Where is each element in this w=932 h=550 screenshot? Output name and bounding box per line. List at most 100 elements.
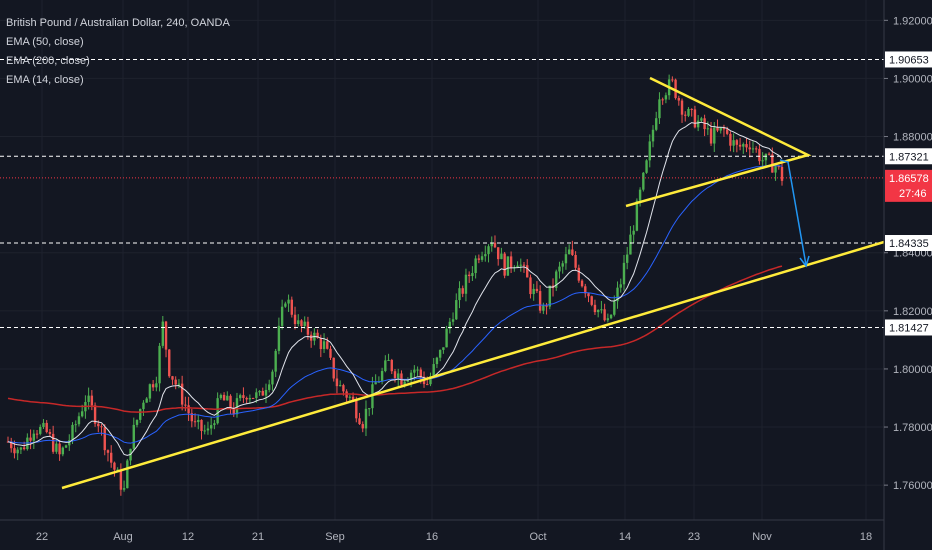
candle-body [651,129,655,142]
candle-body [338,385,342,387]
candle-body [577,267,581,281]
candle-body [761,160,764,162]
candle-body [361,424,364,429]
candle-body [493,242,497,248]
candle-body [645,160,648,173]
candle-body [177,383,181,385]
candle-body [74,424,77,426]
candle-body [477,258,481,260]
x-tick-label: 12 [182,531,194,543]
candle-body [532,288,535,295]
candle-body [277,325,281,351]
candle-body [529,277,532,295]
candle-body [248,397,252,400]
candle-body [509,256,513,268]
candle-body [687,108,690,116]
candle-body [590,296,593,305]
candle-body [413,369,416,373]
candle-body [564,254,568,264]
level-tag-label: 1.84335 [889,238,929,250]
candle-body [342,385,345,392]
candle-body [309,334,313,341]
candle-body [300,320,303,327]
candle-body [351,396,355,401]
candle-body [29,437,32,441]
candle-body [113,462,116,470]
candle-body [438,349,442,358]
candle-body [542,305,545,311]
candle-body [777,166,780,168]
candle-body [519,264,522,266]
y-tick-label: 1.78000 [893,422,932,434]
candle-body [358,418,361,425]
candle-body [442,347,445,350]
symbol-title: British Pound / Australian Dollar, 240, … [6,17,230,29]
candle-body [380,371,384,382]
candle-body [613,301,616,315]
candle-body [732,140,735,146]
candle-body [87,395,90,402]
candle-body [455,300,458,320]
candle-body [558,266,561,272]
ema50-line [7,164,783,444]
candle-body [268,384,271,390]
y-tick-label: 1.92000 [893,15,932,27]
candle-body [674,79,677,99]
candle-body [171,376,174,380]
candle-body [729,133,732,146]
candle-body [261,391,264,396]
candle-body [232,408,235,415]
candle-body [32,433,35,441]
candle-body [429,376,432,385]
x-tick-label: 22 [36,531,48,543]
candle-body [426,384,429,386]
candle-body [151,384,155,388]
level-tag-label: 1.90653 [889,54,929,66]
candle-body [774,166,777,173]
candle-body [693,109,697,128]
candle-body [696,120,700,128]
candle-body [755,148,758,150]
candle-body [555,271,558,288]
candle-body [293,314,297,325]
candle-body [61,447,65,455]
candle-body [742,144,745,147]
candle-body [122,488,126,490]
candle-body [474,258,477,274]
candle-body [39,426,42,434]
candle-body [751,148,755,150]
candle-body [500,253,503,260]
candle-body [632,230,635,235]
ema200-legend: EMA (200, close) [6,55,90,67]
candle-body [16,449,19,454]
candle-body [387,359,390,361]
candle-body [168,349,171,377]
candle-body [574,254,577,268]
candle-body [10,441,13,449]
ema14-legend: EMA (14, close) [6,74,84,86]
candle-body [780,166,784,181]
candle-body [64,445,68,448]
candle-body [616,287,619,302]
current-price-label: 1.86578 [889,173,929,185]
candle-body [264,389,268,396]
candle-body [280,306,284,326]
candle-body [132,424,135,449]
ema50-legend: EMA (50, close) [6,36,84,48]
y-tick-label: 1.76000 [893,480,932,492]
candle-body [222,394,226,401]
candle-body [51,433,55,452]
candle-body [535,288,539,292]
candle-body [329,348,332,358]
candle-body [116,469,119,471]
x-tick-label: Sep [325,531,345,543]
candle-body [335,378,339,387]
candle-body [206,428,210,431]
candle-body [748,147,751,150]
candle-body [200,419,203,431]
current-price-tag [885,169,932,202]
x-tick-label: 16 [426,531,438,543]
candle-body [587,293,590,297]
candle-body [384,360,387,372]
